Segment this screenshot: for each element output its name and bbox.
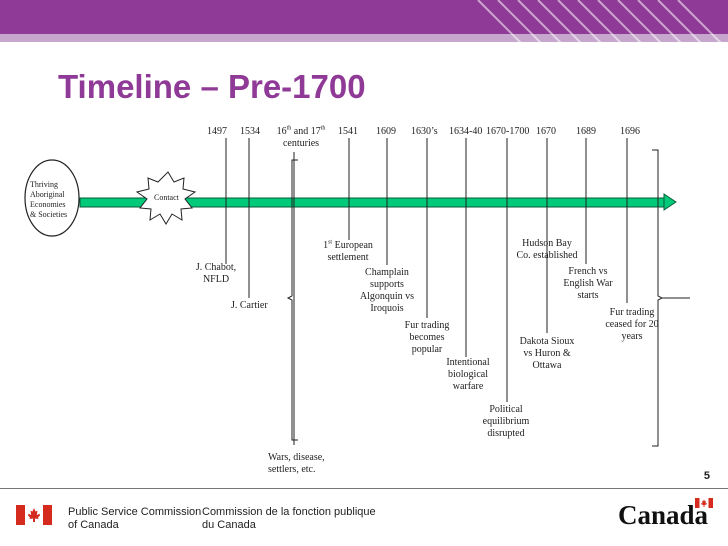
event-biological-warfare: Intentional biological warfare — [438, 357, 498, 393]
slide-title: Timeline – Pre-1700 — [58, 68, 366, 105]
date-16th-17th-centuries: 16th and 17th centuries — [272, 126, 330, 150]
start-node-line: Thriving — [30, 180, 58, 189]
event-part: 1 — [323, 240, 329, 251]
date-1541: 1541 — [338, 126, 358, 137]
date-1609: 1609 — [376, 126, 396, 137]
header-band — [0, 34, 728, 42]
start-node-line: Economies — [30, 200, 66, 209]
footer-org-english: Public Service Commission of Canada — [68, 506, 201, 532]
date-part: centuries — [282, 138, 320, 149]
start-circle — [24, 159, 80, 237]
date-1630s: 1630’s — [411, 126, 438, 137]
footer-divider — [0, 488, 728, 489]
event-line: Political — [489, 404, 523, 415]
event-line: Champlain — [365, 267, 409, 278]
date-1497: 1497 — [207, 126, 227, 137]
date-part: 16 — [276, 126, 287, 137]
footer-line: Commission de la fonction publique — [202, 506, 376, 518]
event-line: Wars, disease, — [268, 452, 325, 463]
date-1534: 1534 — [240, 126, 260, 137]
start-node-line: Aboriginal — [30, 190, 65, 199]
event-line: J. Chabot, — [195, 262, 237, 273]
event-line: popular — [411, 344, 443, 355]
date-1634-40: 1634-40 — [449, 126, 483, 137]
timeline-arrowhead — [663, 193, 677, 211]
event-line: years — [621, 331, 643, 342]
event-line: starts — [577, 290, 599, 301]
event-line: Co. established — [516, 250, 578, 261]
canada-wordmark: Canada — [618, 500, 709, 530]
footer-line: Public Service Commission — [68, 506, 202, 518]
event-part: European — [332, 240, 373, 251]
event-dakota-sioux: Dakota Sioux vs Huron & Ottawa — [510, 336, 584, 372]
event-line: French vs — [568, 266, 608, 277]
wordmark-flag-icon — [695, 498, 713, 508]
contact-label: Contact — [154, 193, 179, 202]
event-line: disrupted — [487, 428, 525, 439]
event-line: English War — [563, 278, 613, 289]
event-part: st — [328, 239, 333, 246]
date-1696: 1696 — [620, 126, 640, 137]
event-champlain: Champlain supports Algonquin vs Iroquois — [350, 267, 424, 315]
event-line: Hudson Bay — [522, 238, 572, 249]
date-1670-1700: 1670-1700 — [486, 126, 530, 137]
start-node-text: Thriving Aboriginal Economies & Societie… — [30, 180, 67, 220]
date-part: th — [320, 125, 326, 132]
event-line: Ottawa — [532, 360, 562, 371]
header-stripes — [477, 0, 728, 60]
event-line: Iroquois — [370, 303, 404, 314]
event-line: Fur trading — [609, 307, 655, 318]
event-political-equilibrium: Political equilibrium disrupted — [476, 404, 536, 440]
date-part: and 17 — [291, 126, 321, 137]
event-line: settlers, etc. — [268, 464, 316, 475]
event-fur-trading-ceased: Fur trading ceased for 20 years — [596, 307, 668, 343]
start-node-line: & Societies — [30, 210, 68, 219]
footer-org-french: Commission de la fonction publique du Ca… — [202, 506, 376, 532]
event-wars-disease: Wars, disease, settlers, etc. — [268, 452, 325, 476]
event-line: Algonquin vs — [359, 291, 415, 302]
event-french-english-war: French vs English War starts — [554, 266, 622, 302]
event-line: Intentional — [446, 357, 490, 368]
event-fur-trading-popular: Fur trading becomes popular — [396, 320, 458, 356]
date-part: th — [286, 125, 292, 132]
date-1689: 1689 — [576, 126, 596, 137]
event-line: biological — [448, 369, 488, 380]
event-line: equilibrium — [482, 416, 530, 427]
event-line: warfare — [452, 381, 484, 392]
event-line: ceased for 20 — [605, 319, 659, 330]
contact-starburst — [135, 171, 197, 225]
footer-line: du Canada — [202, 519, 256, 531]
event-line: becomes — [409, 332, 445, 343]
event-line: vs Huron & — [523, 348, 571, 359]
event-line: supports — [370, 279, 404, 290]
canada-flag-icon — [16, 505, 52, 525]
event-first-european-settlement: 1st European settlement — [310, 240, 386, 264]
event-line: Fur trading — [404, 320, 450, 331]
event-line: settlement — [327, 252, 369, 263]
date-1670: 1670 — [536, 126, 556, 137]
event-line: NFLD — [202, 274, 230, 285]
page-number: 5 — [703, 470, 710, 482]
event-hudson-bay: Hudson Bay Co. established — [506, 238, 588, 262]
event-cartier: J. Cartier — [231, 300, 268, 311]
event-line: Dakota Sioux — [519, 336, 575, 347]
event-chabot: J. Chabot, NFLD — [186, 262, 246, 286]
footer-line: of Canada — [68, 519, 119, 531]
